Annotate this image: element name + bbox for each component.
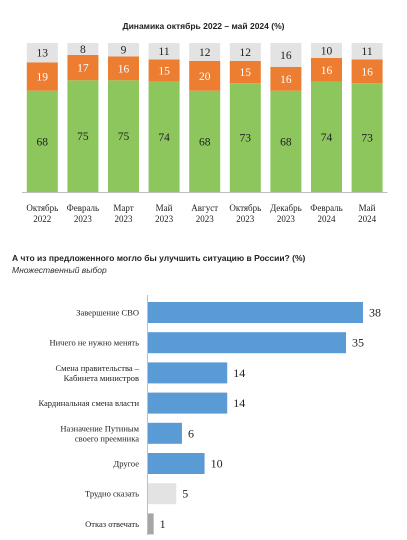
stacked-bar-category-label: Февраль 2024 — [310, 203, 343, 224]
stacked-bar-segment — [311, 57, 342, 82]
stacked-bar-segment — [351, 59, 383, 84]
question-chart-title: А что из предложенного могло бы улучшить… — [12, 253, 306, 263]
horizontal-bar — [148, 483, 177, 505]
stacked-bar-segment — [229, 60, 261, 84]
horizontal-bar-value-label: 38 — [369, 306, 381, 320]
stacked-bar-segment — [67, 43, 99, 55]
stacked-bar-segment — [26, 90, 58, 192]
horizontal-bar-category-label: Смена правительства – Кабинета министров — [55, 363, 139, 383]
stacked-bar-segment — [67, 54, 99, 81]
horizontal-bar — [148, 453, 205, 474]
stacked-bar-segment — [108, 43, 139, 57]
stacked-bar-value-label: 13 — [37, 48, 49, 60]
horizontal-bar-value-label: 35 — [352, 336, 364, 350]
stacked-bar-category-label: Декабрь 2023 — [270, 203, 302, 224]
question-chart-subtitle: Множественный выбор — [12, 265, 107, 275]
stacked-bar-category-label: Март 2023 — [113, 203, 133, 224]
stacked-bar-value-label: 75 — [77, 131, 89, 143]
stacked-bar-value-label: 11 — [362, 46, 373, 58]
stacked-bar-segment — [270, 43, 302, 67]
horizontal-bar — [148, 332, 347, 354]
horizontal-bar-value-label: 14 — [233, 366, 245, 380]
stacked-bar-category-label: Октябрь 2023 — [229, 203, 261, 224]
stacked-bar-segment — [189, 60, 221, 91]
stacked-bar-value-label: 68 — [37, 136, 49, 148]
horizontal-bar-value-label: 1 — [160, 517, 166, 531]
stacked-bar-segment — [148, 81, 180, 192]
stacked-bar-segment — [351, 83, 383, 192]
horizontal-bar-value-label: 14 — [233, 396, 245, 410]
stacked-bar-category-label: Май 2023 — [155, 203, 174, 224]
stacked-bar-value-label: 15 — [240, 67, 252, 79]
horizontal-bar-category-label: Ничего не нужно менять — [49, 338, 139, 348]
stacked-bar-value-label: 10 — [321, 45, 333, 57]
stacked-bar-value-label: 75 — [118, 131, 130, 143]
stacked-bar-value-label: 74 — [321, 132, 333, 144]
stacked-bar-value-label: 12 — [199, 47, 211, 59]
stacked-bar-value-label: 74 — [158, 132, 170, 144]
stacked-bar-value-label: 68 — [199, 136, 211, 148]
stacked-bar-segment — [108, 56, 139, 81]
stacked-bar-segment — [229, 83, 261, 192]
stacked-bar-category-label: Октябрь 2022 — [26, 203, 58, 224]
stacked-bar-category-label: Август 2023 — [191, 203, 218, 224]
horizontal-bar-category-label: Другое — [113, 459, 139, 469]
horizontal-bar-category-label: Трудно сказать — [85, 489, 139, 499]
stacked-bar-value-label: 8 — [80, 44, 86, 56]
stacked-bar-segment — [67, 80, 99, 192]
stacked-bar-value-label: 20 — [199, 71, 211, 83]
horizontal-bar — [148, 392, 228, 414]
horizontal-bar-category-label: Кардинальная смена власти — [38, 398, 139, 408]
stacked-bar-value-label: 16 — [280, 74, 292, 86]
horizontal-bar-value-label: 6 — [188, 426, 194, 440]
stacked-bar-segment — [26, 43, 58, 63]
stacked-bar-segment — [148, 43, 180, 60]
horizontal-bar — [148, 362, 228, 384]
horizontal-bar — [148, 513, 154, 535]
stacked-bar-value-label: 17 — [77, 63, 89, 75]
stacked-bar-value-label: 73 — [240, 133, 252, 145]
stacked-bar-segment — [270, 66, 302, 91]
stacked-bar-value-label: 9 — [121, 45, 127, 57]
stacked-bar-category-label: Февраль 2023 — [67, 203, 100, 224]
stacked-bar-value-label: 16 — [321, 65, 333, 77]
horizontal-bar-category-label: Назначение Путиным своего преемника — [60, 423, 139, 443]
horizontal-bar-value-label: 5 — [182, 487, 188, 501]
horizontal-bar — [148, 422, 182, 444]
stacked-bar-value-label: 16 — [118, 63, 130, 75]
stacked-bar-value-label: 15 — [158, 66, 170, 78]
stacked-bar-value-label: 19 — [37, 72, 49, 84]
stacked-bar-segment — [26, 62, 58, 91]
stacked-bar-segment — [351, 43, 383, 60]
stacked-bar-segment — [270, 90, 302, 192]
stacked-bar-value-label: 12 — [240, 47, 252, 59]
stacked-bar-chart: 68 19 13 Октябрь 2022 75 17 8 Февраль 2023 75 16 9 Ма… — [22, 43, 388, 224]
stacked-bar-value-label: 16 — [280, 50, 292, 62]
stacked-bar-segment — [189, 43, 221, 61]
horizontal-bar — [148, 302, 363, 323]
stacked-bar-segment — [311, 43, 342, 58]
stacked-bar-value-label: 68 — [280, 136, 292, 148]
stacked-bar-value-label: 11 — [159, 46, 170, 58]
stacked-bar-category-label: Май 2024 — [358, 203, 377, 224]
stacked-bar-segment — [229, 43, 261, 61]
horizontal-bar-category-label: Завершение СВО — [76, 308, 139, 318]
stacked-bar-value-label: 73 — [361, 133, 373, 145]
stacked-chart-title: Динамика октябрь 2022 – май 2024 (%) — [122, 21, 285, 31]
stacked-bar-segment — [311, 81, 342, 192]
stacked-bar-value-label: 16 — [361, 66, 373, 78]
stacked-bar-segment — [148, 59, 180, 82]
horizontal-bar-category-label: Отказ отвечать — [85, 519, 139, 529]
stacked-bar-segment — [108, 80, 139, 192]
horizontal-bar-value-label: 10 — [211, 457, 223, 471]
stacked-bar-segment — [189, 90, 221, 192]
